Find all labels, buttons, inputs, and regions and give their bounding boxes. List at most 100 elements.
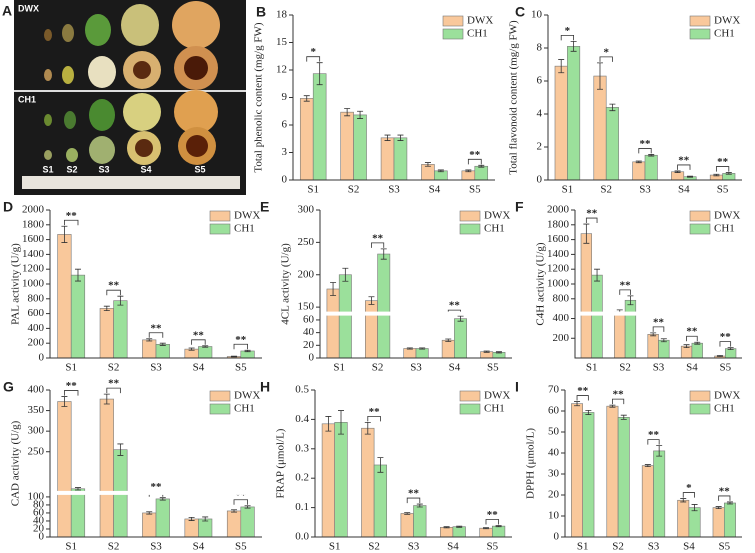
legend-swatch bbox=[442, 28, 464, 40]
bar bbox=[377, 253, 391, 359]
error-bar bbox=[627, 295, 634, 306]
axes bbox=[547, 15, 742, 181]
significance-bracket bbox=[306, 56, 321, 62]
y-axis-label: DPPH (μmol/L) bbox=[525, 428, 537, 499]
error-bar bbox=[727, 347, 734, 351]
bar bbox=[567, 46, 581, 181]
error-bar bbox=[74, 268, 81, 282]
error-bar bbox=[457, 315, 464, 322]
bar bbox=[571, 403, 584, 538]
fruit bbox=[44, 29, 52, 41]
significance-bracket bbox=[371, 242, 385, 248]
significance-bracket bbox=[406, 497, 421, 504]
significance-bracket bbox=[64, 219, 79, 226]
significance-label: ** bbox=[487, 509, 499, 521]
legend-swatch bbox=[689, 210, 711, 222]
x-tick-label: S4 bbox=[683, 541, 695, 553]
y-tick-label: 0 bbox=[282, 174, 288, 186]
bar bbox=[340, 111, 354, 181]
error-bar bbox=[483, 350, 490, 353]
legend-swatch bbox=[689, 15, 711, 27]
y-tick-label: 4 bbox=[537, 108, 543, 120]
error-bar bbox=[117, 443, 124, 456]
y-tick-label: 1400 bbox=[547, 248, 570, 260]
error-bar bbox=[377, 457, 384, 473]
bar bbox=[632, 161, 646, 181]
significance-bracket bbox=[638, 148, 652, 154]
panel-label: G bbox=[3, 379, 14, 395]
bar bbox=[439, 526, 454, 538]
error-bar bbox=[635, 160, 642, 164]
significance-label: ** bbox=[613, 389, 625, 401]
error-bar bbox=[609, 103, 616, 112]
x-tick-label: S5 bbox=[486, 541, 498, 553]
x-tick-label: S4 bbox=[193, 541, 205, 553]
error-bar bbox=[146, 338, 153, 342]
error-bar bbox=[713, 173, 720, 177]
x-tick-label: S5 bbox=[487, 362, 499, 374]
bar bbox=[614, 311, 626, 359]
x-tick-label: S5 bbox=[469, 184, 481, 196]
legend-swatch bbox=[459, 223, 481, 235]
significance-label: * bbox=[565, 25, 571, 37]
significance-label: ** bbox=[449, 300, 461, 312]
y-axis-label: C4H activity (U/g) bbox=[535, 242, 547, 325]
fruit bbox=[62, 24, 74, 42]
x-tick-label: S4 bbox=[447, 541, 459, 553]
legend-swatch bbox=[209, 403, 231, 415]
y-tick-label: 200 bbox=[298, 268, 315, 280]
significance-label: ** bbox=[108, 280, 120, 292]
bar bbox=[403, 348, 417, 359]
error-bar bbox=[683, 344, 690, 349]
bar bbox=[113, 300, 128, 359]
y-tick-label: 1600 bbox=[22, 233, 45, 245]
significance-bracket bbox=[647, 439, 660, 445]
x-tick-label: S1 bbox=[329, 541, 341, 553]
error-bar bbox=[357, 110, 364, 119]
significance-bracket bbox=[148, 332, 164, 338]
bar bbox=[99, 308, 114, 359]
seed bbox=[186, 135, 208, 157]
axis-break bbox=[317, 311, 512, 316]
bar bbox=[479, 527, 493, 538]
chart-panel: D PAL activity (U/g) 0 200 400 600 800 1000 1200… bbox=[3, 199, 262, 374]
error-bar bbox=[244, 505, 251, 509]
error-bar bbox=[570, 41, 577, 52]
error-bar bbox=[103, 393, 110, 405]
significance-label: ** bbox=[193, 329, 205, 341]
fruit bbox=[62, 66, 74, 84]
y-axis-label: 4CL activity (U/g) bbox=[280, 243, 292, 325]
bar bbox=[712, 507, 725, 538]
bar bbox=[582, 412, 595, 538]
bar bbox=[644, 154, 658, 181]
error-bar bbox=[364, 421, 371, 435]
bar bbox=[421, 164, 435, 181]
significance-bracket bbox=[485, 519, 500, 525]
y-tick-label: 400 bbox=[28, 322, 45, 334]
error-bar bbox=[188, 516, 195, 521]
error-bar bbox=[159, 342, 166, 346]
error-bar bbox=[344, 108, 351, 117]
y-tick-label: 40 bbox=[33, 514, 45, 526]
y-tick-label: 1000 bbox=[22, 278, 45, 290]
significance-label: ** bbox=[151, 322, 163, 334]
stage-label: S2 bbox=[66, 164, 77, 174]
y-tick-label: 100 bbox=[28, 490, 45, 502]
bar bbox=[605, 107, 619, 181]
error-bar bbox=[424, 162, 431, 167]
bar bbox=[57, 401, 72, 538]
x-tick-label: S5 bbox=[235, 362, 247, 374]
legend-label: DWX bbox=[484, 210, 510, 222]
significance-bracket bbox=[467, 158, 482, 165]
y-tick-label: 2 bbox=[537, 141, 543, 153]
row-label: DWX bbox=[18, 3, 39, 13]
bar bbox=[593, 75, 607, 181]
panel-label: F bbox=[515, 199, 524, 215]
error-bar bbox=[648, 154, 655, 157]
error-bar bbox=[456, 525, 463, 528]
y-tick-label: 10 bbox=[548, 510, 560, 522]
x-tick-label: S5 bbox=[235, 541, 247, 553]
y-tick-label: 40 bbox=[303, 326, 315, 338]
legend-label: CH1 bbox=[714, 403, 735, 415]
y-tick-label: 60 bbox=[303, 313, 315, 325]
